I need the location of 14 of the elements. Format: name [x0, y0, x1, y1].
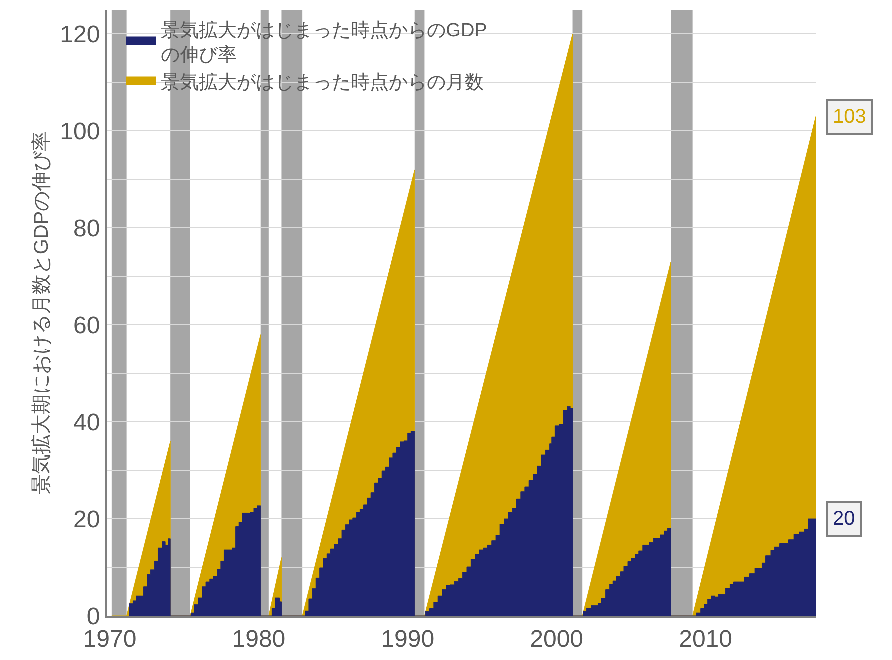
- y-tick-label: 20: [73, 506, 100, 534]
- y-tick-label: 80: [73, 216, 100, 243]
- y-axis-title: 景気拡大期における月数とGDPの伸び率: [31, 131, 54, 495]
- y-tick-label: 40: [73, 409, 100, 436]
- annotation: 20: [833, 508, 856, 530]
- annotation: 103: [833, 106, 866, 128]
- y-tick-label: 120: [60, 22, 100, 49]
- y-tick-label: 100: [60, 118, 100, 146]
- y-tick-label: 60: [73, 312, 100, 340]
- x-tick-label: 1990: [381, 626, 435, 653]
- x-tick-label: 2000: [530, 626, 584, 653]
- x-tick-label: 1980: [232, 626, 286, 653]
- x-tick-label: 2010: [679, 626, 732, 653]
- legend-label: 景気拡大がはじまった時点からの月数: [161, 72, 484, 94]
